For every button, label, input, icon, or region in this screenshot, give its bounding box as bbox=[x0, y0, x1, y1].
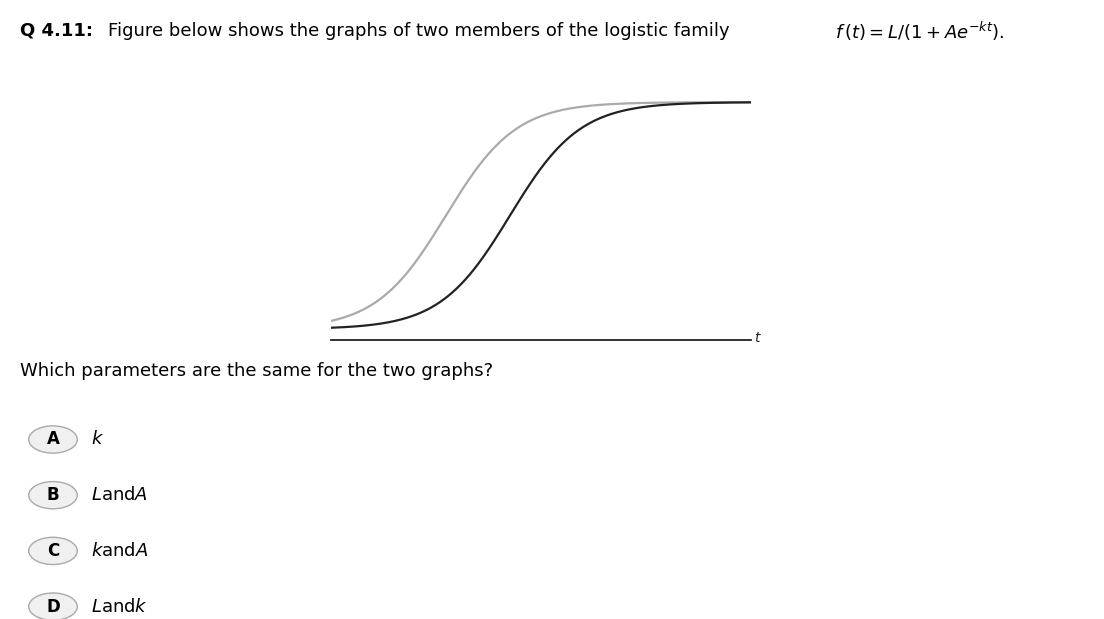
Text: D: D bbox=[46, 597, 60, 616]
Text: $f\,(t) = L/\left(1+Ae^{-kt}\right).$: $f\,(t) = L/\left(1+Ae^{-kt}\right).$ bbox=[835, 20, 1004, 43]
Text: C: C bbox=[46, 542, 60, 560]
Text: A: A bbox=[46, 430, 60, 449]
Text: $\mathit{k}$: $\mathit{k}$ bbox=[91, 430, 104, 449]
Text: Which parameters are the same for the two graphs?: Which parameters are the same for the tw… bbox=[20, 362, 493, 380]
Text: $t$: $t$ bbox=[754, 331, 762, 345]
Text: $\mathit{L}\mathrm{ and }\mathit{A}$: $\mathit{L}\mathrm{ and }\mathit{A}$ bbox=[91, 486, 148, 504]
Text: Figure below shows the graphs of two members of the logistic family: Figure below shows the graphs of two mem… bbox=[108, 22, 735, 40]
Text: B: B bbox=[46, 486, 60, 504]
Text: $\mathit{L}\mathrm{ and }\mathit{k}$: $\mathit{L}\mathrm{ and }\mathit{k}$ bbox=[91, 597, 148, 616]
Text: $\mathit{k}\mathrm{ and }\mathit{A}$: $\mathit{k}\mathrm{ and }\mathit{A}$ bbox=[91, 542, 148, 560]
Text: Q 4.11:: Q 4.11: bbox=[20, 22, 93, 40]
